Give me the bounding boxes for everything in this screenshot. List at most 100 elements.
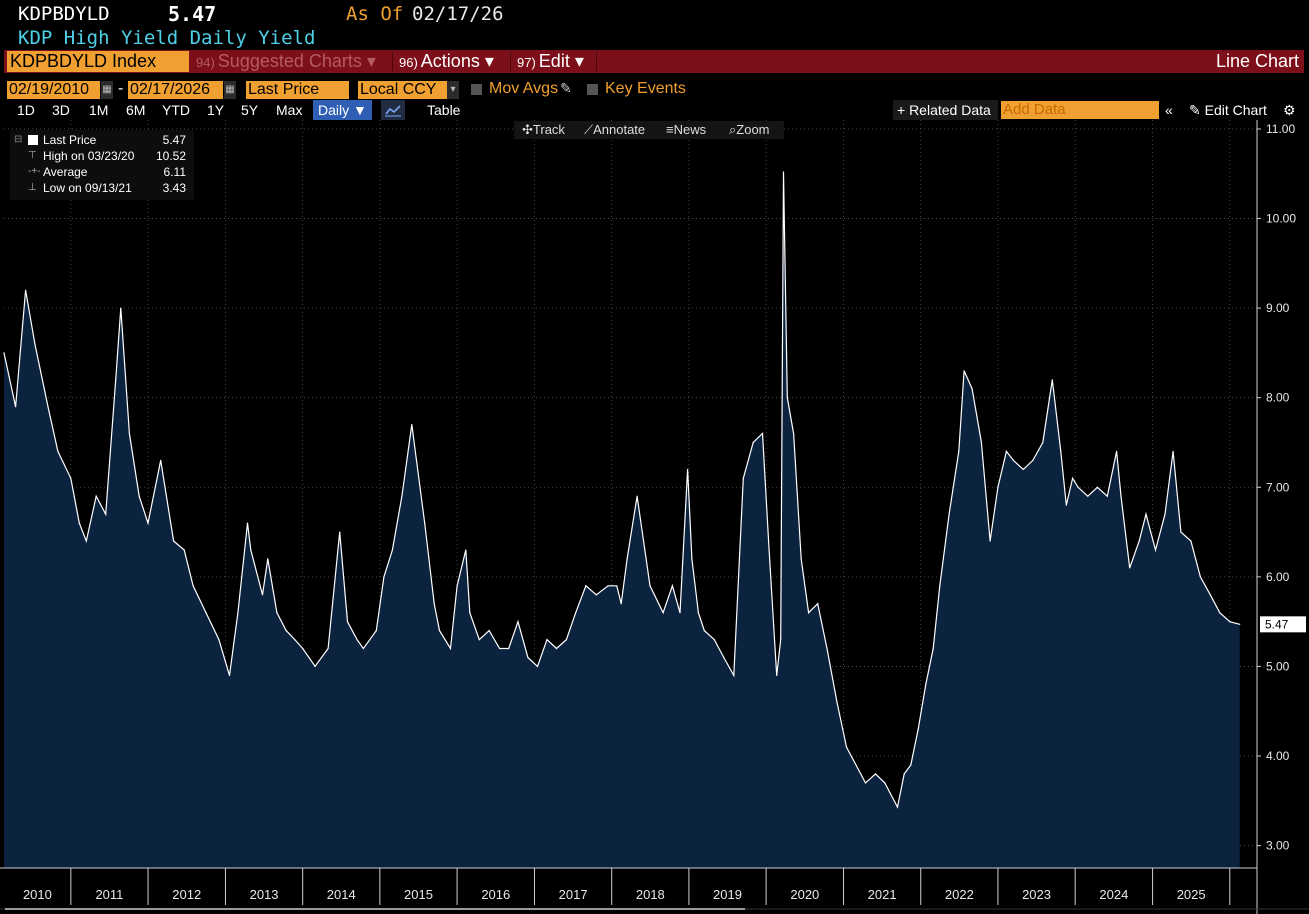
pencil-icon[interactable]: ✎ (560, 80, 572, 96)
x-tick-label: 2021 (868, 887, 897, 902)
data-point (800, 558, 802, 560)
data-point (808, 612, 810, 614)
data-point (294, 639, 296, 641)
edit-button[interactable]: 97) Edit ▾ (517, 50, 584, 73)
chevron-down-icon[interactable]: ▾ (447, 81, 459, 99)
data-point (1065, 504, 1067, 506)
data-point (218, 639, 220, 641)
last-price-tag-text: 5.47 (1265, 617, 1289, 631)
actions-label: Actions ▾ (420, 51, 494, 71)
frequency-selector[interactable]: Daily ▼ (313, 100, 372, 120)
chart-type-label: Line Chart (1215, 51, 1299, 71)
legend-swatch (28, 135, 38, 145)
data-point (989, 540, 991, 542)
data-point (1138, 540, 1140, 542)
data-point (285, 630, 287, 632)
key-events-checkbox[interactable] (587, 84, 598, 95)
period-1d[interactable]: 1D (17, 102, 35, 118)
period-5y[interactable]: 5Y (241, 102, 259, 118)
data-point (971, 388, 973, 390)
data-point (616, 585, 618, 587)
period-1m[interactable]: 1M (89, 102, 109, 118)
gear-icon[interactable]: ⚙ (1283, 102, 1296, 118)
data-point (1077, 486, 1079, 488)
period-1y[interactable]: 1Y (207, 102, 225, 118)
average-marker-icon: -+- (28, 166, 41, 177)
x-tick-label: 2020 (790, 887, 819, 902)
data-point (346, 621, 349, 623)
data-point (1172, 450, 1174, 452)
legend-value: 3.43 (162, 181, 186, 195)
legend-last-price[interactable]: ⊟ Last Price 5.47 (10, 132, 194, 148)
news-button[interactable]: ≡ News (666, 122, 707, 137)
legend-low: ⊥ Low on 09/13/21 3.43 (10, 180, 194, 196)
data-point (620, 603, 622, 605)
data-point (237, 612, 239, 614)
data-point (687, 468, 689, 470)
currency-selector[interactable]: Local CCY (358, 81, 447, 99)
series-area (4, 172, 1240, 868)
calendar-icon[interactable]: ▦ (224, 81, 236, 99)
data-point (903, 773, 905, 775)
data-point (160, 459, 162, 461)
data-point (626, 558, 628, 560)
related-data-button[interactable]: + Related Data (893, 100, 998, 120)
legend-label: Low on 09/13/21 (43, 181, 132, 195)
actions-number: 96) (399, 55, 418, 70)
data-point (948, 513, 950, 515)
mov-avgs-checkbox[interactable] (471, 84, 482, 95)
data-point (1012, 459, 1015, 461)
edit-chart-button[interactable]: ✎ Edit Chart (1189, 102, 1267, 118)
table-button[interactable]: Table (427, 102, 461, 118)
data-point (356, 639, 358, 641)
collapse-icon[interactable]: « (1165, 102, 1173, 118)
data-point (433, 603, 435, 605)
data-point (1032, 459, 1034, 461)
data-point (339, 531, 341, 533)
data-point (1096, 486, 1098, 488)
y-axis: 3.00 4.00 5.00 6.00 7.00 8.00 9.00 10.00 11.00 (1256, 120, 1296, 914)
zoom-button[interactable]: ⌕ Zoom (729, 122, 770, 137)
track-button[interactable]: ✣ Track (522, 122, 565, 137)
annotate-button[interactable]: ⟋ Annotate (584, 122, 646, 137)
add-data-input[interactable]: Add Data (1001, 101, 1159, 119)
legend-value: 6.11 (163, 165, 186, 179)
data-point (782, 171, 785, 173)
field-selector[interactable]: Last Price (246, 81, 349, 99)
index-field[interactable]: KDPBDYLD Index (7, 51, 189, 72)
data-points (3, 171, 1241, 808)
last-price-tag-bg (1260, 616, 1306, 633)
data-point (555, 647, 558, 650)
data-point (1145, 513, 1147, 515)
line-chart-icon[interactable] (381, 100, 405, 120)
period-max[interactable]: Max (276, 102, 303, 118)
period-3d[interactable]: 3D (52, 102, 70, 118)
end-date-input[interactable]: 02/17/2026 (128, 81, 223, 99)
divider (510, 52, 511, 71)
y-tick-label: 7.00 (1266, 480, 1290, 494)
data-point (855, 764, 857, 766)
mov-avgs-label: Mov Avgs (489, 80, 559, 97)
data-point (1060, 450, 1062, 452)
x-tick-label: 2014 (327, 887, 356, 902)
data-point (469, 612, 471, 614)
collapse-icon[interactable]: ⊟ (14, 134, 23, 145)
data-point (456, 585, 458, 587)
data-point (261, 594, 264, 596)
period-ytd[interactable]: YTD (162, 102, 190, 118)
calendar-icon[interactable]: ▦ (101, 81, 113, 99)
start-date-input[interactable]: 02/19/2010 (7, 81, 100, 99)
suggested-charts-number: 94) (196, 55, 215, 70)
y-tick-label: 9.00 (1266, 301, 1290, 315)
data-point (34, 343, 36, 345)
data-point (864, 782, 867, 784)
series-line (3, 171, 1240, 809)
data-point (508, 647, 510, 650)
x-tick-label: 2013 (250, 887, 279, 902)
data-point (70, 477, 72, 479)
chart-area[interactable]: 3.00 4.00 5.00 6.00 7.00 8.00 9.00 10.00 11.00 2… (0, 120, 1309, 914)
data-point (105, 513, 107, 515)
actions-button[interactable]: 96) Actions ▾ (399, 50, 494, 73)
period-6m[interactable]: 6M (126, 102, 146, 118)
suggested-charts-button[interactable]: 94) Suggested Charts ▾ (196, 50, 376, 73)
